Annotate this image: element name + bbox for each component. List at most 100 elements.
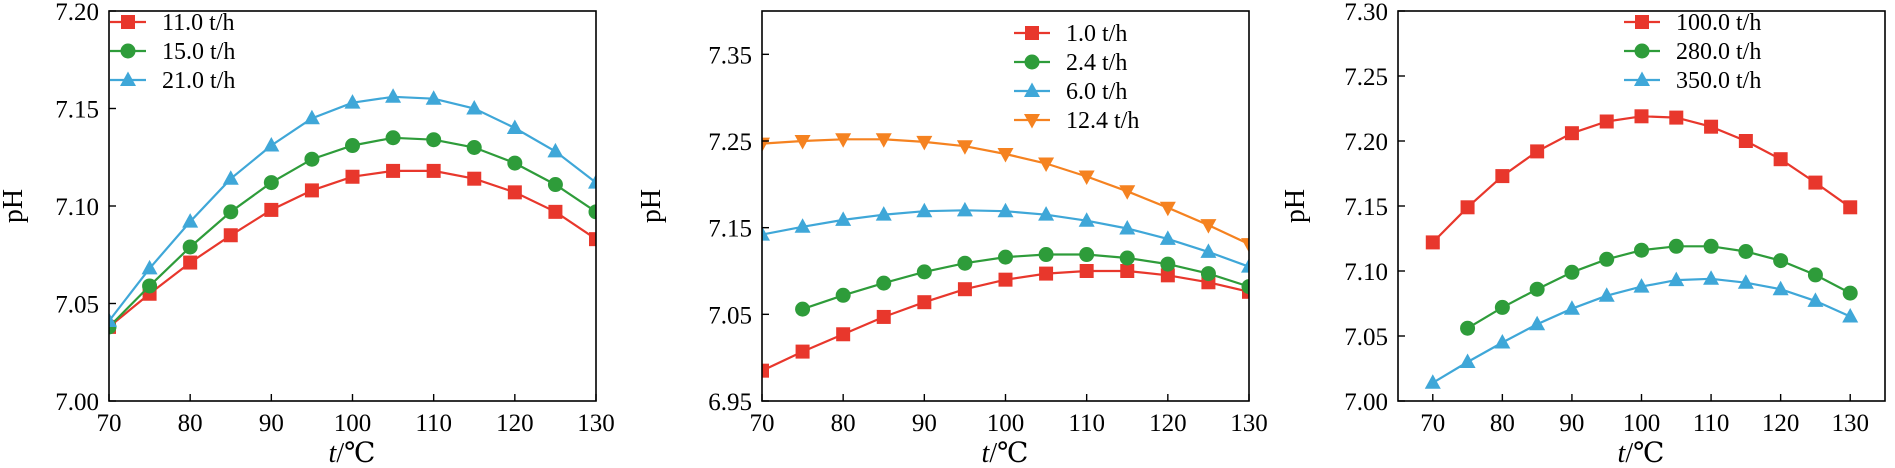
y-tick-label: 7.35: [708, 42, 752, 69]
x-tick-label: 90: [912, 410, 937, 437]
x-tick-label: 90: [1559, 410, 1584, 437]
data-point: [1159, 230, 1176, 245]
legend-marker: [120, 43, 136, 59]
data-point: [957, 255, 973, 271]
x-tick-label: 120: [1149, 410, 1187, 437]
y-tick-label: 6.95: [708, 389, 752, 416]
chart-panel-2: 70 80 90 100 110 120 130 6.95 7.05 7.15 7.25 7.35 1…: [636, 10, 1268, 468]
data-point: [1119, 220, 1136, 235]
x-tick-label: 110: [1068, 410, 1105, 437]
data-point: [916, 135, 933, 151]
data-point: [182, 213, 199, 228]
data-point: [1079, 247, 1095, 263]
data-point: [1703, 270, 1720, 285]
series-line-1: [109, 169, 596, 328]
data-point: [1459, 353, 1476, 368]
data-point: [1842, 285, 1858, 301]
data-point: [183, 255, 198, 270]
data-point: [1843, 200, 1858, 215]
panel-1-x-axis-title: t/℃: [329, 438, 376, 468]
data-point: [507, 185, 522, 200]
x-tick-label: 110: [1693, 410, 1730, 437]
x-tick-label: 100: [1623, 410, 1661, 437]
legend-label: 280.0 t/h: [1676, 39, 1761, 65]
data-point: [1703, 238, 1719, 254]
data-point: [1530, 144, 1545, 159]
y-tick-label: 7.15: [1344, 194, 1388, 221]
data-point: [264, 202, 279, 217]
data-point: [1669, 110, 1684, 125]
data-point: [1494, 334, 1511, 349]
legend-item: 100.0 t/h: [1624, 10, 1761, 36]
data-point: [1494, 299, 1510, 315]
data-point: [762, 226, 770, 241]
legend-marker: [1634, 43, 1650, 59]
data-point: [345, 169, 360, 184]
data-point: [547, 177, 563, 193]
data-point: [795, 301, 811, 317]
legend-item: 280.0 t/h: [1624, 39, 1761, 65]
data-point: [1460, 320, 1476, 336]
series-line-2: [1467, 245, 1851, 330]
panel-2-legend: 1.0 t/h 2.4 t/h 6.0 t/h 12.4 t/h: [1014, 21, 1139, 134]
panel-3-marks: [1424, 109, 1859, 389]
data-point: [222, 170, 239, 185]
data-point: [1039, 266, 1054, 281]
x-tick-label: 100: [987, 410, 1025, 437]
y-tick-label: 7.10: [1344, 259, 1388, 286]
data-point: [1773, 152, 1788, 167]
y-tick-label: 7.30: [1344, 0, 1388, 26]
panel-1-ticks: 70 80 90 100 110 120 130 7.00 7.05 7.10 7.15 7.20: [55, 0, 615, 437]
data-point: [182, 239, 198, 255]
data-point: [467, 171, 482, 186]
data-point: [1737, 274, 1754, 289]
legend-marker: [1024, 54, 1040, 70]
data-point: [836, 327, 851, 342]
data-point: [1563, 300, 1580, 315]
data-point: [956, 140, 973, 155]
legend-label: 2.4 t/h: [1066, 50, 1127, 76]
panel-2-ticks: 70 80 90 100 110 120 130 6.95 7.05 7.15 7.25 7.35: [708, 42, 1268, 437]
data-point: [548, 204, 563, 219]
panel-1-y-axis-title: pH: [0, 189, 29, 223]
data-point: [1079, 264, 1094, 278]
x-tick-label: 110: [415, 410, 452, 437]
data-point: [1738, 134, 1753, 148]
data-point: [1704, 119, 1719, 134]
panel-3-ticks: 70 80 90 100 110 120 130 7.00 7.05 7.10 7.15 7.20 7.…: [1344, 0, 1869, 437]
data-point: [1038, 157, 1055, 173]
y-tick-label: 7.10: [55, 194, 99, 221]
legend-label: 12.4 t/h: [1066, 108, 1139, 134]
data-point: [304, 183, 319, 198]
data-point: [466, 140, 482, 155]
series-line-2: [802, 253, 1249, 311]
data-point: [835, 133, 852, 148]
data-point: [547, 142, 564, 158]
data-point: [588, 204, 596, 220]
legend-item: 15.0 t/h: [110, 39, 235, 65]
data-point: [795, 344, 810, 359]
x-tick-label: 90: [259, 410, 284, 437]
x-tick-label: 70: [97, 410, 122, 437]
data-point: [223, 228, 238, 243]
data-point: [794, 218, 811, 233]
data-point: [1738, 244, 1754, 259]
legend-marker: [121, 15, 135, 29]
data-point: [1634, 109, 1649, 124]
legend-label: 21.0 t/h: [162, 68, 235, 94]
data-point: [1773, 253, 1789, 269]
chart-panel-1: 70 80 90 100 110 120 130 7.00 7.05 7.10 7.15 7.20 1…: [0, 0, 615, 468]
data-point: [916, 264, 932, 280]
data-point: [1078, 212, 1095, 227]
panel-3-x-axis-title-unit: /℃: [1625, 438, 1664, 468]
data-point: [141, 259, 158, 275]
data-point: [426, 132, 442, 148]
data-point: [998, 272, 1013, 287]
data-point: [1160, 268, 1175, 283]
data-point: [916, 202, 933, 218]
y-tick-label: 7.15: [708, 216, 752, 243]
data-point: [1425, 235, 1440, 250]
y-tick-label: 7.05: [1344, 324, 1388, 351]
data-point: [385, 130, 401, 146]
data-point: [263, 175, 279, 191]
